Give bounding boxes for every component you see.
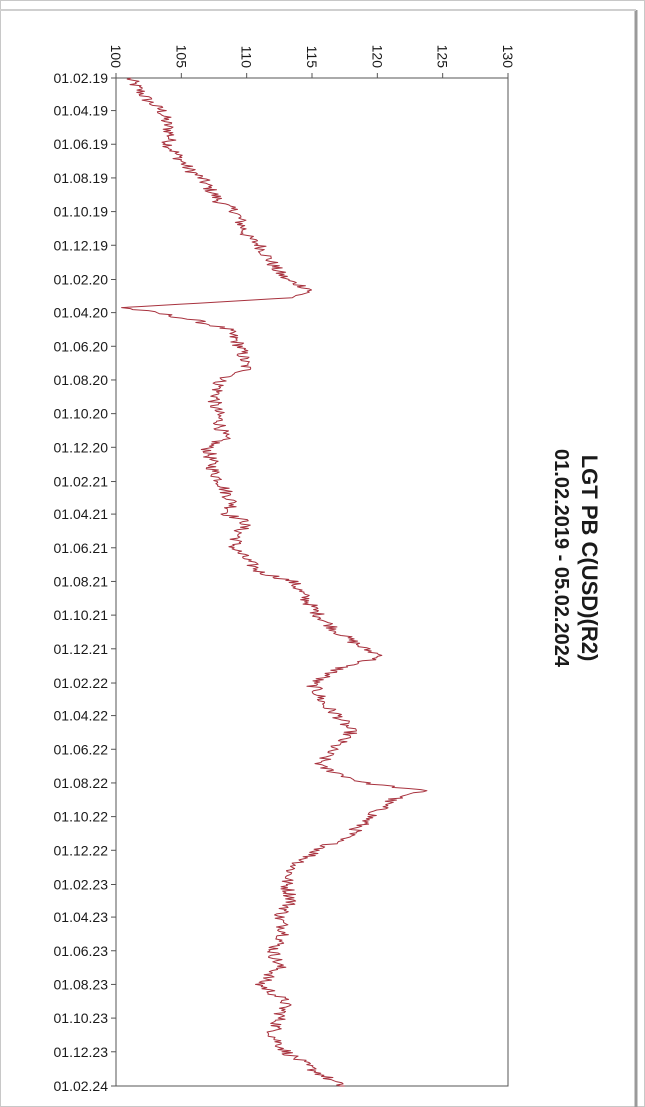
date-tick-label: 01.08.22 (54, 775, 109, 791)
value-tick-label: 105 (173, 45, 189, 69)
plot-area (115, 77, 509, 1087)
date-tick-label: 01.08.21 (54, 573, 109, 589)
date-tick-label: 01.02.22 (54, 675, 109, 691)
value-tick-label: 120 (369, 45, 385, 69)
date-tick-label: 01.12.22 (54, 842, 109, 858)
date-tick-label: 01.12.21 (54, 641, 109, 657)
date-tick-label: 01.06.20 (54, 338, 109, 354)
date-tick-label: 01.06.21 (54, 540, 109, 556)
chart-subtitle: 01.02.2019 - 05.02.2024 (550, 449, 572, 668)
date-tick-label: 01.04.22 (54, 708, 109, 724)
date-tick-label: 01.06.19 (54, 136, 109, 152)
date-tick-label: 01.02.19 (54, 70, 109, 86)
value-axis: 100 105 110 115 120 125 130 (108, 45, 516, 78)
value-tick-label: 130 (500, 45, 516, 69)
date-tick-label: 01.10.21 (54, 607, 109, 623)
date-tick-label: 01.04.21 (54, 506, 109, 522)
date-tick-label: 01.08.23 (54, 976, 109, 992)
date-tick-label: 01.04.23 (54, 909, 109, 925)
date-tick-label: 01.06.23 (54, 943, 109, 959)
date-tick-label: 01.08.20 (54, 372, 109, 388)
date-tick-label: 01.12.19 (54, 237, 109, 253)
series-line (121, 77, 428, 1087)
value-tick-label: 100 (108, 45, 124, 69)
date-tick-label: 01.04.20 (54, 305, 109, 321)
date-tick-label: 01.10.19 (54, 204, 109, 220)
date-tick-label: 01.10.23 (54, 1010, 109, 1026)
date-axis: 01.02.19 01.04.19 01.06.19 01.08.19 01.10.19… (54, 70, 116, 1094)
date-tick-label: 01.12.20 (54, 439, 109, 455)
value-tick-label: 115 (304, 46, 320, 69)
value-tick-label: 125 (435, 45, 451, 69)
date-tick-label: 01.02.20 (54, 271, 109, 287)
series-layer (121, 77, 428, 1087)
date-tick-label: 01.02.23 (54, 877, 109, 893)
date-tick-label: 01.10.22 (54, 809, 109, 825)
date-tick-label: 01.10.20 (54, 406, 109, 422)
date-tick-label: 01.02.21 (54, 474, 109, 490)
date-tick-label: 01.06.22 (54, 741, 109, 757)
date-tick-label: 01.12.23 (54, 1044, 109, 1060)
date-tick-label: 01.04.19 (54, 103, 109, 119)
date-tick-label: 01.02.24 (54, 1078, 109, 1094)
value-tick-label: 110 (239, 46, 255, 69)
date-tick-label: 01.08.19 (54, 170, 109, 186)
chart-title: LGT PB C(USD)(R2) (577, 455, 602, 662)
